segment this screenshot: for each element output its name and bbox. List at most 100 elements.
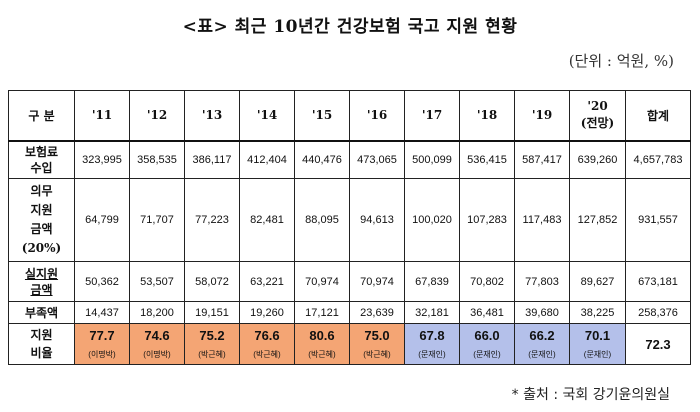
source-note: * 출처 : 국회 강기윤의원실: [511, 387, 670, 403]
table-cell: 931,557: [625, 178, 691, 262]
header-cell: '19: [514, 90, 570, 142]
table-cell: 77,803: [514, 261, 570, 302]
ratio-value: 66.2: [529, 328, 555, 343]
table-cell: 71,707: [129, 178, 185, 262]
table-cell: 473,065: [349, 140, 405, 179]
ratio-cell: 75.0 (박근혜): [349, 323, 405, 365]
table-cell: 64,799: [74, 178, 130, 262]
header-cell: '13: [184, 90, 240, 142]
table-cell: 23,639: [349, 301, 405, 324]
ratio-note: (문재인): [528, 350, 556, 359]
table-row: 부족액 14,437 18,200 19,151 19,260 17,121 2…: [8, 301, 691, 324]
table-cell: 38,225: [569, 301, 626, 324]
header-cell: '18: [459, 90, 515, 142]
table-cell: 107,283: [459, 178, 515, 262]
table-cell: 100,020: [404, 178, 460, 262]
ratio-value: 74.6: [144, 328, 170, 343]
header-cell: '16: [349, 90, 405, 142]
table-cell: 18,200: [129, 301, 185, 324]
row-label: 실지원 금액: [8, 261, 75, 302]
table-cell: 536,415: [459, 140, 515, 179]
table-cell: 88,095: [294, 178, 350, 262]
header-cell: '12: [129, 90, 185, 142]
ratio-cell: 80.6 (박근혜): [294, 323, 350, 365]
header-cell: '20 (전망): [569, 90, 626, 142]
support-table: 구 분 '11 '12 '13 '14 '15 '16 '17 '18 '19 …: [8, 90, 691, 365]
ratio-note: (이명박): [88, 350, 116, 359]
table-cell: 32,181: [404, 301, 460, 324]
ratio-row: 지원 비율 77.7 (이명박) 74.6 (이명박) 75.2 (박근혜) 76.6…: [8, 323, 691, 365]
table-row: 보험료 수입 323,995 358,535 386,117 412,404 4…: [8, 140, 691, 179]
ratio-cell: 66.0 (문재인): [459, 323, 515, 365]
ratio-note: (박근혜): [253, 350, 281, 359]
table-cell: 94,613: [349, 178, 405, 262]
table-cell: 127,852: [569, 178, 626, 262]
ratio-cell: 76.6 (박근혜): [239, 323, 295, 365]
table-cell: 67,839: [404, 261, 460, 302]
row-label: 보험료 수입: [8, 140, 75, 179]
ratio-cell: 77.7 (이명박): [74, 323, 130, 365]
table-cell: 89,627: [569, 261, 626, 302]
ratio-total-cell: 72.3: [625, 323, 691, 365]
header-cell: 합계: [625, 90, 691, 142]
table-cell: 39,680: [514, 301, 570, 324]
ratio-cell: 75.2 (박근혜): [184, 323, 240, 365]
ratio-note: (박근혜): [308, 350, 336, 359]
ratio-note: (박근혜): [198, 350, 226, 359]
table-cell: 117,483: [514, 178, 570, 262]
table-cell: 412,404: [239, 140, 295, 179]
ratio-value: 70.1: [584, 328, 611, 343]
ratio-value: 76.6: [254, 328, 280, 343]
table-cell: 4,657,783: [625, 140, 691, 179]
ratio-cell: 70.1 (문재인): [569, 323, 626, 365]
table-cell: 358,535: [129, 140, 185, 179]
header-row: 구 분 '11 '12 '13 '14 '15 '16 '17 '18 '19 …: [8, 90, 691, 142]
table-cell: 70,802: [459, 261, 515, 302]
ratio-value: 67.8: [419, 328, 445, 343]
table-cell: 323,995: [74, 140, 130, 179]
table-cell: 19,260: [239, 301, 295, 324]
ratio-note: (문재인): [418, 350, 446, 359]
table-cell: 53,507: [129, 261, 185, 302]
header-cell: 구 분: [8, 90, 75, 142]
table-cell: 258,376: [625, 301, 691, 324]
table-cell: 639,260: [569, 140, 626, 179]
table-cell: 63,221: [239, 261, 295, 302]
table-cell: 14,437: [74, 301, 130, 324]
ratio-value: 77.7: [89, 328, 115, 343]
header-cell: '15: [294, 90, 350, 142]
table-cell: 58,072: [184, 261, 240, 302]
ratio-value: 75.0: [364, 328, 390, 343]
ratio-note: (박근혜): [363, 350, 391, 359]
table-cell: 19,151: [184, 301, 240, 324]
table-row: 의무 지원 금액 (20%) 64,799 71,707 77,223 82,4…: [8, 178, 691, 262]
table-cell: 82,481: [239, 178, 295, 262]
ratio-cell: 74.6 (이명박): [129, 323, 185, 365]
table-cell: 17,121: [294, 301, 350, 324]
header-cell: '17: [404, 90, 460, 142]
header-cell: '11: [74, 90, 130, 142]
table-cell: 70,974: [349, 261, 405, 302]
ratio-cell: 66.2 (문재인): [514, 323, 570, 365]
table-cell: 77,223: [184, 178, 240, 262]
ratio-value: 80.6: [309, 328, 335, 343]
table-cell: 587,417: [514, 140, 570, 179]
table-cell: 36,481: [459, 301, 515, 324]
table-cell: 673,181: [625, 261, 691, 302]
ratio-note: (이명박): [143, 350, 171, 359]
ratio-total: 72.3: [645, 336, 671, 352]
ratio-cell: 67.8 (문재인): [404, 323, 460, 365]
table-title: <표> 최근 10년간 건강보험 국고 지원 현황: [182, 17, 518, 37]
table-cell: 440,476: [294, 140, 350, 179]
table-cell: 50,362: [74, 261, 130, 302]
row-label: 의무 지원 금액 (20%): [8, 178, 75, 262]
row-label: 부족액: [8, 301, 75, 324]
header-cell: '14: [239, 90, 295, 142]
table-cell: 500,099: [404, 140, 460, 179]
row-label: 지원 비율: [8, 323, 75, 365]
ratio-note: (문재인): [473, 350, 501, 359]
ratio-note: (문재인): [583, 350, 612, 359]
ratio-value: 75.2: [199, 328, 225, 343]
unit-label: (단위 : 억원, %): [568, 52, 674, 70]
table-cell: 70,974: [294, 261, 350, 302]
